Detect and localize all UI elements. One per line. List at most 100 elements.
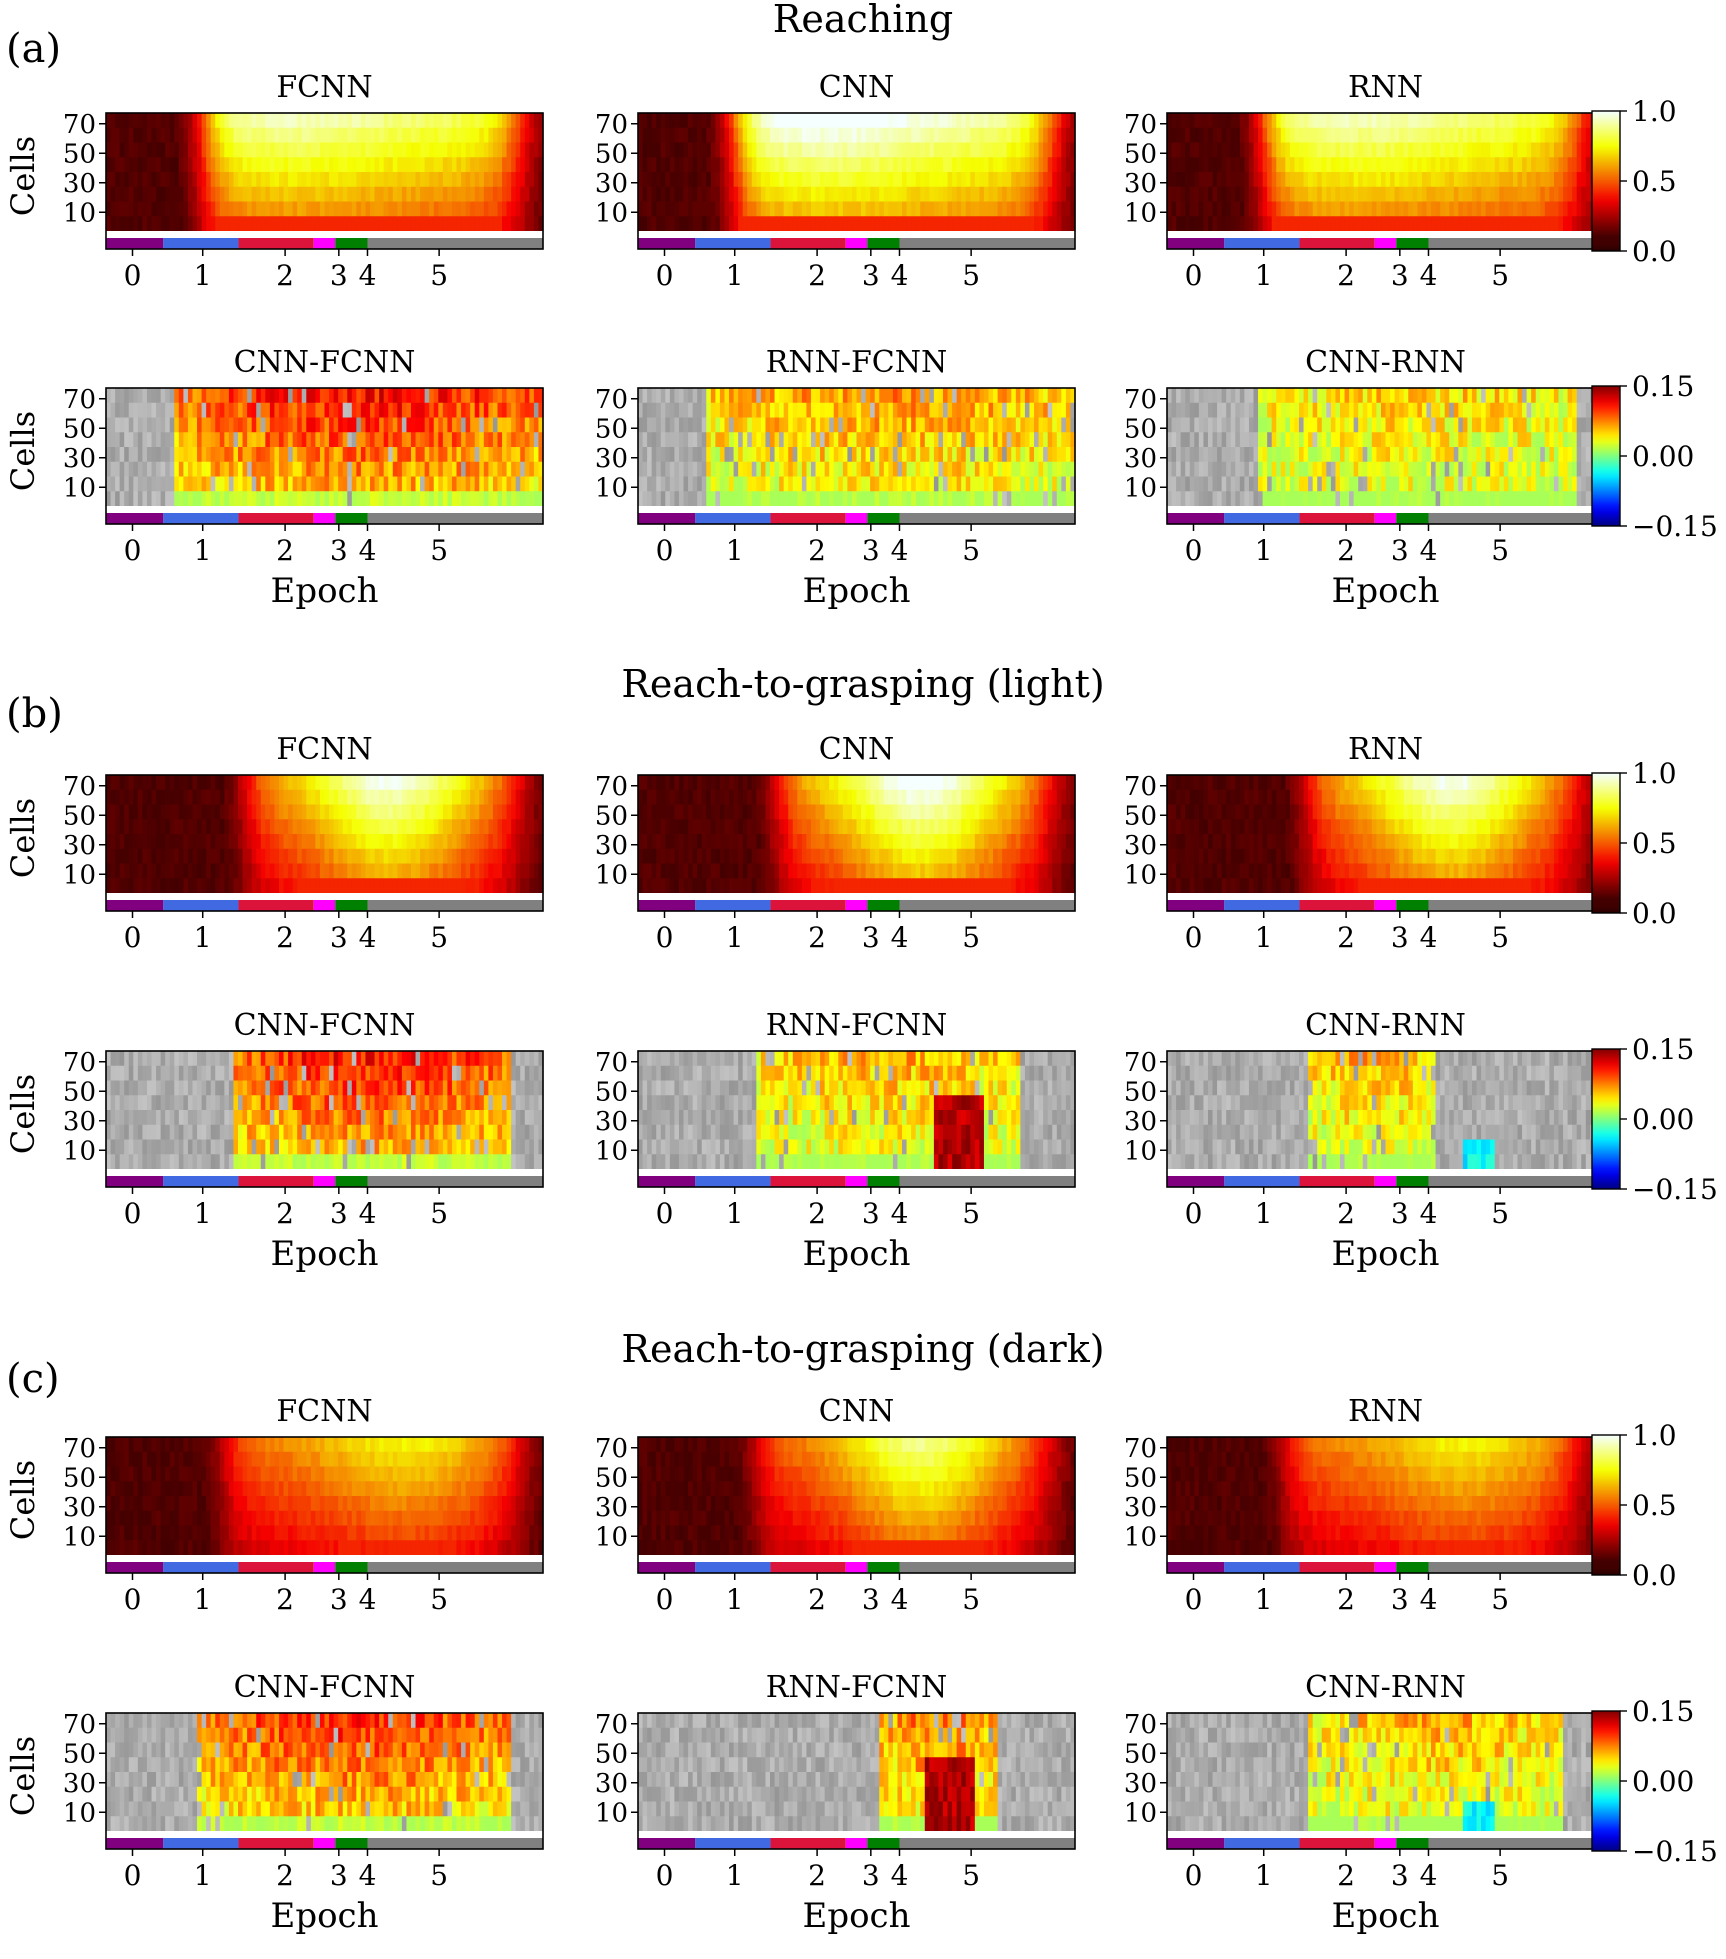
x-tick-label: 1 <box>1255 1583 1273 1616</box>
y-tick-label: 50 <box>1124 1739 1157 1769</box>
epoch-strip-segment-5 <box>1428 1176 1604 1187</box>
subplot-title: FCNN <box>276 732 372 767</box>
epoch-strip-segment-3 <box>845 513 868 524</box>
epoch-strip-segment-2 <box>770 900 846 911</box>
x-tick-label: 4 <box>359 1859 377 1892</box>
epoch-strip-segment-1 <box>695 1838 771 1849</box>
y-tick-label: 50 <box>63 414 96 444</box>
subplot-title: FCNN <box>276 1394 372 1429</box>
epoch-strip-segment-4 <box>1396 238 1429 249</box>
x-tick-label: 3 <box>1391 1197 1409 1230</box>
epoch-strip-segment-1 <box>1224 900 1300 911</box>
x-tick-label: 5 <box>430 1197 448 1230</box>
strip-gap <box>1167 1831 1604 1838</box>
y-tick-label: 70 <box>63 1710 96 1740</box>
x-tick-label: 4 <box>891 1197 909 1230</box>
epoch-strip-segment-2 <box>238 1838 314 1849</box>
colorbar <box>1591 110 1621 252</box>
heatmap-cells <box>1167 388 1605 507</box>
epoch-strip-segment-4 <box>335 900 368 911</box>
x-tick-label: 3 <box>330 1197 348 1230</box>
strip-gap <box>638 231 1075 238</box>
subplot-title: CNN-RNN <box>1305 345 1466 380</box>
colorbar-tick-label: 1.0 <box>1632 757 1677 790</box>
y-tick-label: 10 <box>63 1798 96 1828</box>
y-tick-label: 70 <box>1124 110 1157 140</box>
x-tick-label: 3 <box>330 534 348 567</box>
epoch-strip-segment-2 <box>770 1562 846 1573</box>
epoch-strip-segment-3 <box>845 1562 868 1573</box>
y-tick-label: 50 <box>1124 1077 1157 1107</box>
y-tick-label: 10 <box>595 860 628 890</box>
epoch-strip-segment-4 <box>335 238 368 249</box>
epoch-strip-segment-3 <box>1374 1562 1397 1573</box>
subplot-title: CNN-FCNN <box>234 1008 416 1043</box>
y-tick-label: 30 <box>1124 831 1157 861</box>
epoch-strip-segment-2 <box>1299 1562 1375 1573</box>
epoch-strip-segment-0 <box>638 900 696 911</box>
epoch-strip-segment-2 <box>1299 900 1375 911</box>
y-tick-label: 10 <box>63 860 96 890</box>
colorbar-tick-label: −0.15 <box>1632 510 1718 543</box>
y-tick-label: 70 <box>1124 385 1157 415</box>
y-tick-label: 50 <box>63 1463 96 1493</box>
epoch-strip-segment-4 <box>867 900 900 911</box>
plot-frame <box>637 1050 1076 1188</box>
x-tick-label: 3 <box>330 1583 348 1616</box>
colorbar-tick-label: 0.15 <box>1632 1033 1694 1066</box>
y-tick-label: 30 <box>63 169 96 199</box>
x-tick-label: 2 <box>808 1859 826 1892</box>
epoch-strip-segment-1 <box>163 1838 239 1849</box>
x-tick-label: 5 <box>962 534 980 567</box>
strip-gap <box>1167 506 1604 513</box>
heatmap-cells <box>106 113 544 232</box>
y-tick-label: 50 <box>595 139 628 169</box>
y-tick-label: 70 <box>63 385 96 415</box>
epoch-strip-segment-4 <box>335 1838 368 1849</box>
x-tick-label: 3 <box>1391 921 1409 954</box>
x-tick-label: 1 <box>726 1197 744 1230</box>
x-tick-label: 1 <box>726 534 744 567</box>
strip-gap <box>1167 1555 1604 1562</box>
x-tick-label: 2 <box>276 921 294 954</box>
heatmap-cells <box>106 388 544 507</box>
x-tick-label: 0 <box>1185 921 1203 954</box>
epoch-strip-segment-1 <box>163 1176 239 1187</box>
y-tick-label: 30 <box>595 169 628 199</box>
y-tick-label: 50 <box>63 1077 96 1107</box>
y-axis-label: Cells <box>4 798 42 878</box>
x-tick-label: 0 <box>656 259 674 292</box>
epoch-strip-segment-2 <box>238 900 314 911</box>
x-tick-label: 2 <box>1337 921 1355 954</box>
epoch-strip-segment-2 <box>770 1176 846 1187</box>
subplot-title: CNN-FCNN <box>234 345 416 380</box>
x-tick-label: 5 <box>430 1583 448 1616</box>
heatmap-cells <box>106 1437 544 1556</box>
x-tick-label: 1 <box>194 1583 212 1616</box>
x-tick-label: 5 <box>430 259 448 292</box>
y-tick-label: 30 <box>1124 1493 1157 1523</box>
x-tick-label: 0 <box>1185 259 1203 292</box>
y-tick-label: 10 <box>1124 198 1157 228</box>
colorbar <box>1591 1710 1621 1852</box>
y-tick-label: 50 <box>63 139 96 169</box>
epoch-strip-segment-4 <box>867 238 900 249</box>
x-tick-label: 2 <box>276 259 294 292</box>
x-tick-label: 5 <box>1491 1859 1509 1892</box>
x-tick-label: 2 <box>808 1197 826 1230</box>
y-tick-label: 70 <box>1124 1710 1157 1740</box>
epoch-strip-segment-4 <box>867 1176 900 1187</box>
epoch-strip-segment-0 <box>106 238 164 249</box>
strip-gap <box>106 1831 543 1838</box>
x-tick-label: 3 <box>862 1197 880 1230</box>
x-tick-label: 3 <box>862 1583 880 1616</box>
plot-frame <box>637 774 1076 912</box>
panel-label-c: (c) <box>6 1356 60 1402</box>
y-tick-label: 10 <box>1124 860 1157 890</box>
x-tick-label: 3 <box>1391 259 1409 292</box>
x-tick-label: 3 <box>1391 1583 1409 1616</box>
